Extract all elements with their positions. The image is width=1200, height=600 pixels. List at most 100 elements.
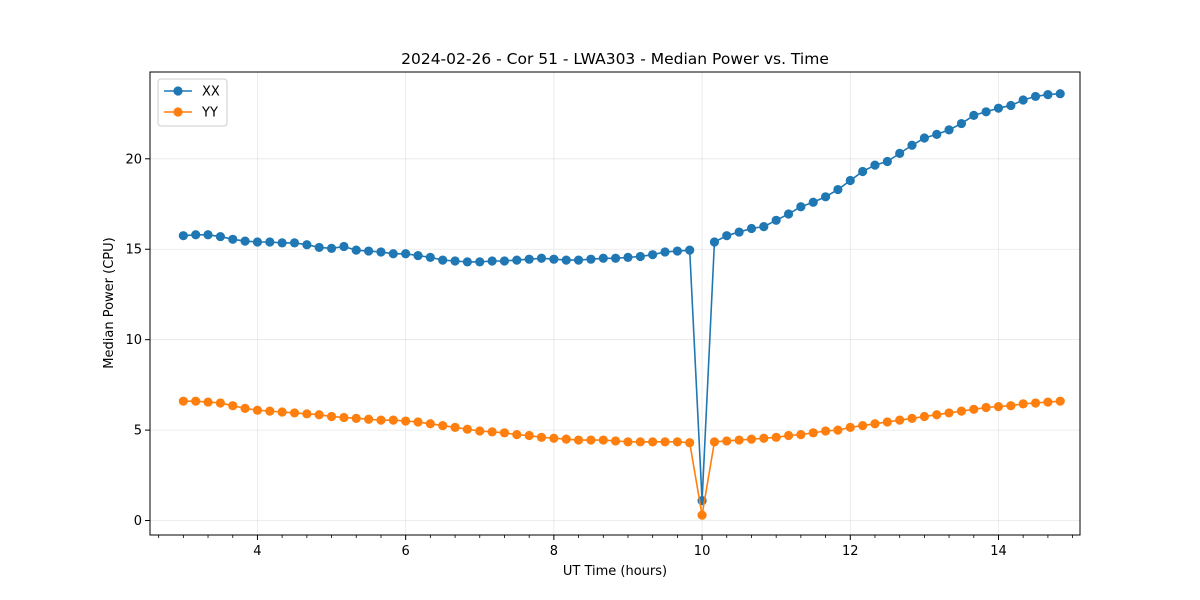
data-point	[215, 398, 225, 408]
data-point	[240, 403, 250, 413]
data-point	[203, 397, 213, 407]
data-point	[598, 435, 608, 445]
data-point	[808, 428, 818, 438]
data-point	[425, 419, 435, 429]
data-point	[376, 415, 386, 425]
data-point	[845, 422, 855, 432]
data-point	[549, 254, 559, 264]
grid	[150, 72, 1080, 535]
data-point	[919, 411, 929, 422]
data-point	[191, 396, 201, 406]
data-point	[895, 148, 905, 158]
data-point	[524, 254, 534, 264]
data-point	[1030, 398, 1041, 408]
data-point	[870, 419, 880, 429]
data-point	[425, 252, 435, 262]
data-point	[623, 252, 633, 262]
data-point	[660, 247, 670, 257]
data-point	[821, 426, 831, 436]
data-point	[339, 412, 349, 423]
data-point	[487, 256, 497, 266]
data-point	[598, 253, 608, 263]
data-point	[277, 407, 287, 417]
data-point	[252, 405, 263, 415]
data-point	[1006, 401, 1016, 411]
data-point	[685, 438, 695, 448]
data-point	[993, 103, 1004, 113]
x-tick-label: 4	[253, 544, 261, 559]
data-point	[277, 238, 287, 248]
legend-entry-yy: YY	[164, 106, 218, 121]
data-point	[783, 430, 794, 441]
data-point	[586, 254, 596, 264]
data-point	[302, 240, 312, 250]
y-axis-ticks: 0 5 10 15 20	[125, 152, 150, 529]
data-point	[326, 411, 337, 422]
data-point	[685, 245, 695, 255]
data-point	[265, 406, 275, 416]
data-point	[981, 107, 991, 117]
data-point	[1055, 396, 1065, 406]
data-point	[191, 230, 201, 240]
data-point	[302, 409, 312, 419]
data-point	[549, 433, 559, 443]
data-point	[228, 401, 238, 411]
data-point	[796, 430, 806, 440]
data-point	[969, 404, 979, 414]
data-point	[969, 110, 979, 121]
data-point	[573, 255, 584, 265]
data-point	[401, 416, 411, 426]
data-point	[413, 417, 423, 427]
data-point	[734, 227, 744, 237]
data-point	[512, 255, 522, 265]
data-point	[524, 430, 534, 441]
data-point	[907, 140, 917, 150]
data-point	[932, 410, 942, 420]
data-point	[672, 437, 682, 447]
data-point	[771, 215, 781, 225]
data-point	[573, 435, 584, 445]
data-point	[376, 247, 386, 257]
data-point	[1043, 397, 1053, 407]
y-tick-label: 15	[125, 243, 142, 258]
data-point	[635, 251, 645, 262]
data-point	[178, 231, 188, 241]
data-point	[438, 255, 448, 265]
data-point	[339, 241, 349, 252]
data-point	[993, 401, 1004, 412]
data-point	[734, 435, 744, 445]
x-axis-ticks: 4 6 8 10 12 14	[158, 535, 1073, 559]
data-point	[561, 255, 571, 265]
data-point	[845, 175, 855, 186]
data-point	[240, 236, 250, 246]
data-point	[709, 237, 720, 247]
data-point	[351, 413, 361, 423]
data-point	[660, 437, 670, 447]
y-tick-label: 5	[134, 424, 142, 439]
data-point	[932, 129, 942, 139]
data-point	[178, 396, 188, 406]
data-point	[919, 133, 929, 143]
data-point	[944, 125, 954, 135]
data-point	[722, 231, 732, 241]
data-point	[1006, 100, 1016, 111]
data-point	[821, 192, 831, 202]
data-point	[1043, 90, 1053, 100]
x-tick-label: 10	[694, 544, 711, 559]
y-tick-label: 10	[125, 333, 142, 348]
data-point	[672, 246, 682, 256]
data-point	[413, 250, 423, 261]
y-tick-label: 0	[134, 514, 142, 529]
plot-frame	[149, 71, 1081, 536]
data-point	[1030, 91, 1041, 102]
legend-marker	[173, 86, 183, 96]
data-point	[858, 420, 868, 431]
data-point	[364, 246, 374, 256]
data-point	[610, 436, 621, 446]
data-point	[882, 156, 892, 167]
data-point	[228, 234, 238, 244]
legend: XX YY	[157, 78, 228, 127]
y-axis-label: Median Power (CPU)	[102, 237, 117, 368]
data-point	[746, 434, 757, 444]
